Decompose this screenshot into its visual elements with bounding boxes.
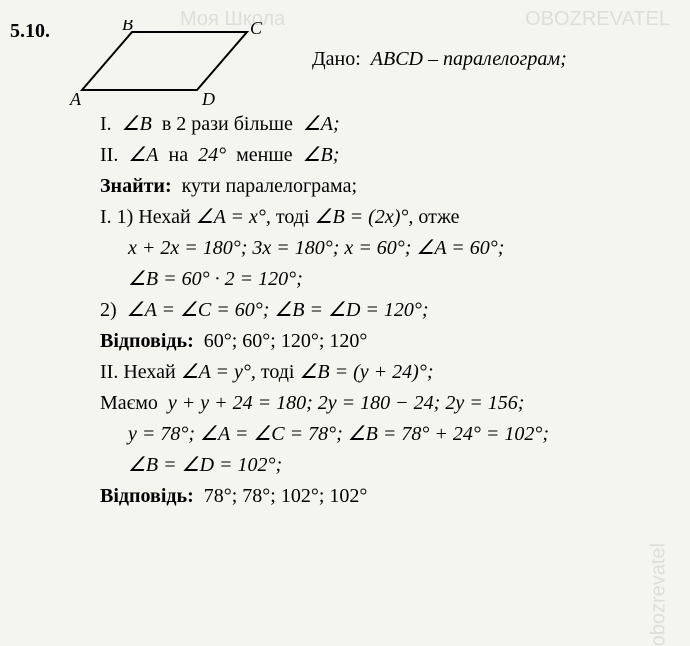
sol2-roman: II. bbox=[100, 361, 118, 383]
sol2-l1c: тоді bbox=[261, 361, 295, 383]
sol2-line2: Маємо y + y + 24 = 180; 2y = 180 − 24; 2… bbox=[10, 389, 660, 418]
sol1-l1d: ∠B = (2x)°, bbox=[315, 206, 414, 228]
sol2-l1b: ∠A = y°, bbox=[181, 361, 256, 383]
given-block: Дано: ABCD – паралелограм; bbox=[312, 48, 567, 71]
sol2-line1: II. Нехай ∠A = y°, тоді ∠B = (y + 24)°; bbox=[10, 358, 660, 387]
given-text: ABCD – паралелограм; bbox=[371, 48, 567, 70]
cond2-d: ∠B; bbox=[303, 144, 340, 166]
problem-number: 5.10. bbox=[10, 20, 62, 43]
sol1-l4a: ∠A = ∠C = 60°; ∠B = ∠D = 120°; bbox=[127, 299, 429, 321]
cond2-deg: 24° bbox=[198, 144, 226, 166]
cond1-c: ∠A; bbox=[303, 113, 340, 135]
sol1-line1: I. 1) Нехай ∠A = x°, тоді ∠B = (2x)°, от… bbox=[10, 203, 660, 232]
cond2-roman: II. bbox=[100, 144, 118, 166]
cond2-c: менше bbox=[236, 144, 293, 166]
svg-text:D: D bbox=[201, 89, 215, 109]
cond2-b: на bbox=[168, 144, 188, 166]
watermark-br: obozrevatel bbox=[647, 543, 670, 646]
parallelogram-diagram: A B C D bbox=[62, 20, 272, 110]
sol2-answer: Відповідь: 78°; 78°; 102°; 102° bbox=[10, 482, 660, 511]
sol2-ans-label: Відповідь: bbox=[100, 485, 194, 507]
sol1-n1: 1) bbox=[117, 206, 134, 228]
find-label: Знайти: bbox=[100, 175, 172, 197]
sol1-line3: ∠B = 60° · 2 = 120°; bbox=[10, 265, 660, 294]
sol1-n2: 2) bbox=[100, 299, 117, 321]
sol1-l1e: отже bbox=[418, 206, 459, 228]
sol2-l2a: Маємо bbox=[100, 392, 158, 414]
sol1-line2: x + 2x = 180°; 3x = 180°; x = 60°; ∠A = … bbox=[10, 234, 660, 263]
sol2-line3: y = 78°; ∠A = ∠C = 78°; ∠B = 78° + 24° =… bbox=[10, 420, 660, 449]
sol2-l1a: Нехай bbox=[123, 361, 175, 383]
condition-2: II. ∠A на 24° менше ∠B; bbox=[10, 141, 660, 170]
sol2-l2b: y + y + 24 = 180; 2y = 180 − 24; 2y = 15… bbox=[168, 392, 524, 414]
sol1-ans-text: 60°; 60°; 120°; 120° bbox=[204, 330, 368, 352]
svg-text:B: B bbox=[122, 20, 133, 34]
sol2-line4: ∠B = ∠D = 102°; bbox=[10, 451, 660, 480]
cond1-roman: I. bbox=[100, 113, 112, 135]
cond1-a: ∠B bbox=[122, 113, 152, 135]
sol1-roman: I. bbox=[100, 206, 112, 228]
cond2-a: ∠A bbox=[128, 144, 158, 166]
sol1-ans-label: Відповідь: bbox=[100, 330, 194, 352]
svg-text:C: C bbox=[250, 20, 263, 38]
sol2-l1d: ∠B = (y + 24)°; bbox=[300, 361, 434, 383]
find-block: Знайти: кути паралелограма; bbox=[10, 172, 660, 201]
sol1-answer: Відповідь: 60°; 60°; 120°; 120° bbox=[10, 327, 660, 356]
sol1-l1b: ∠A = x°, bbox=[196, 206, 271, 228]
sol2-ans-text: 78°; 78°; 102°; 102° bbox=[204, 485, 368, 507]
given-label: Дано: bbox=[312, 48, 361, 70]
find-text: кути паралелограма; bbox=[182, 175, 357, 197]
sol1-line4: 2) ∠A = ∠C = 60°; ∠B = ∠D = 120°; bbox=[10, 296, 660, 325]
condition-1: I. ∠B в 2 рази більше ∠A; bbox=[10, 110, 660, 139]
svg-text:A: A bbox=[69, 89, 82, 109]
sol1-l1c: тоді bbox=[276, 206, 310, 228]
cond1-b: в 2 рази більше bbox=[162, 113, 293, 135]
page-content: 5.10. A B C D Дано: ABCD – паралелограм;… bbox=[0, 0, 690, 523]
sol1-l1a: Нехай bbox=[138, 206, 190, 228]
